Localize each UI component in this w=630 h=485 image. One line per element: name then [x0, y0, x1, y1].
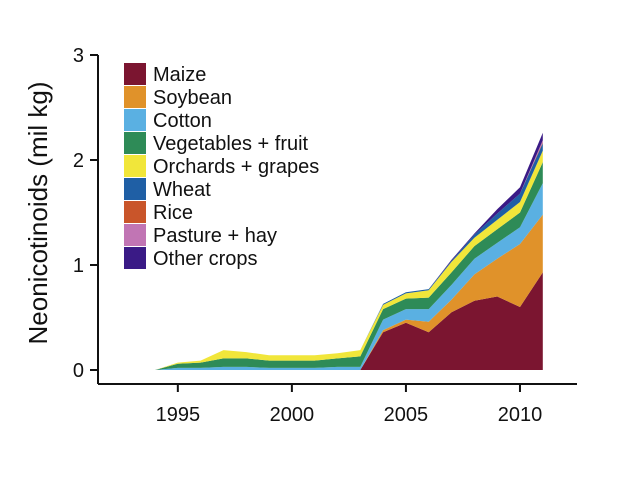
x-tick-label: 1995	[156, 404, 201, 426]
legend-swatch-soybean	[124, 86, 146, 108]
legend-label-wheat: Wheat	[153, 179, 211, 201]
legend-swatch-wheat	[124, 178, 146, 200]
y-axis-title: Neonicotinoids (mil kg)	[23, 82, 53, 345]
x-tick-label: 2010	[498, 404, 543, 426]
legend-label-other-crops: Other crops	[153, 248, 257, 270]
legend-label-soybean: Soybean	[153, 87, 232, 109]
legend-label-vegetables-fruit: Vegetables + fruit	[153, 133, 309, 155]
area-vegetables-fruit	[132, 162, 543, 370]
area-maize	[132, 272, 543, 370]
x-tick-label: 2000	[270, 404, 315, 426]
y-axis-ticks: 0 1 2 3	[73, 45, 98, 382]
x-tick-label: 2005	[384, 404, 429, 426]
legend-swatch-other-crops	[124, 247, 146, 269]
legend-label-maize: Maize	[153, 64, 206, 86]
legend-swatch-maize	[124, 63, 146, 85]
area-soybean	[132, 214, 543, 370]
legend-swatch-vegetables-fruit	[124, 132, 146, 154]
legend-swatch-orchards-grapes	[124, 155, 146, 177]
legend-swatch-cotton	[124, 109, 146, 131]
y-tick-label: 0	[73, 360, 84, 382]
legend-swatch-pasture-hay	[124, 224, 146, 246]
y-tick-label: 2	[73, 150, 84, 172]
legend-label-orchards-grapes: Orchards + grapes	[153, 156, 319, 178]
legend-label-cotton: Cotton	[153, 110, 212, 132]
legend-swatch-rice	[124, 201, 146, 223]
area-cotton	[132, 183, 543, 370]
area-orchards-grapes	[132, 150, 543, 370]
y-tick-label: 1	[73, 255, 84, 277]
y-tick-label: 3	[73, 45, 84, 67]
legend-label-rice: Rice	[153, 202, 193, 224]
x-axis-ticks: 1995 2000 2005 2010	[156, 384, 543, 426]
legend-label-pasture-hay: Pasture + hay	[153, 225, 277, 247]
area-series-group	[132, 132, 543, 370]
